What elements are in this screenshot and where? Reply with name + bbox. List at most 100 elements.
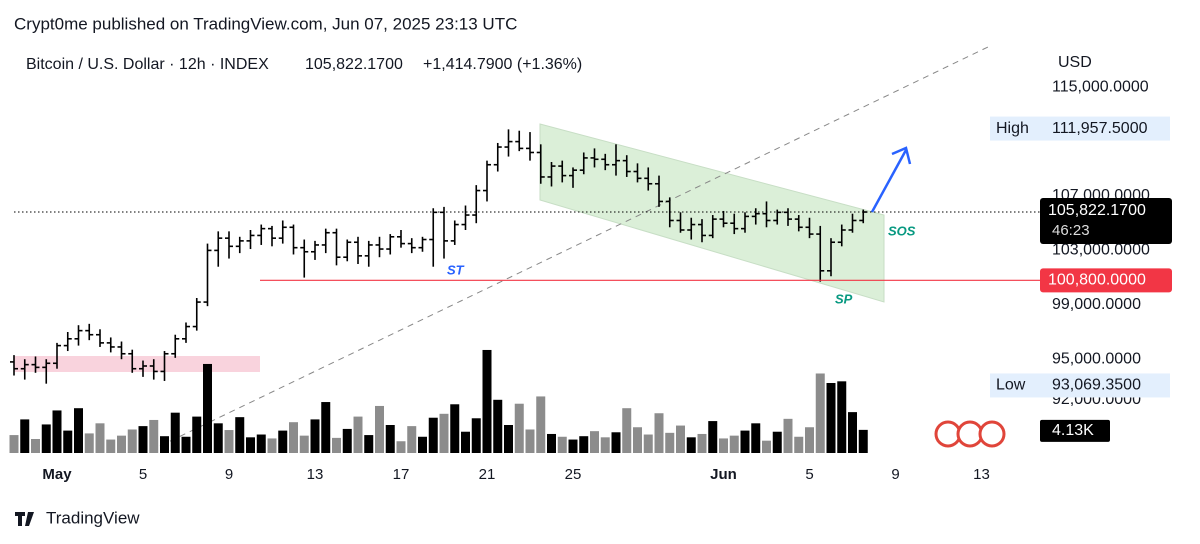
y-tick-label: 99,000.0000 [1052,296,1141,313]
annotation: ST [447,262,465,277]
x-tick-label: 17 [393,466,410,483]
volume-bar [557,436,567,453]
volume-bar [235,417,245,453]
flags [934,420,1006,448]
x-tick-label: 13 [307,466,324,483]
high-box [990,116,1170,141]
volume-bar [794,436,804,453]
x-tick-label: 21 [479,466,496,483]
volume-bar [461,431,470,453]
volume-bar [299,435,309,453]
volume-bar [708,421,718,453]
volume-bar [353,416,363,453]
high-label: 111,957.5000 [1052,120,1148,137]
volume-bar [170,412,180,453]
volume-bar [858,429,868,453]
level-label: 100,800.0000 [1048,272,1146,289]
volume-bar [385,425,395,453]
volume-bar [514,403,524,453]
symbol: Bitcoin / U.S. Dollar · 12h · INDEX [26,56,269,73]
x-tick-label: Jun [710,466,737,483]
volume-bar [181,436,191,453]
volume-bar [364,435,374,453]
volume-bar [31,439,40,453]
logo [15,512,34,526]
x-tick-label: 5 [139,466,147,483]
volume-bar [127,429,137,453]
volume-bar [547,433,556,453]
volume-label: 4.13K [1052,422,1094,439]
byline: Crypt0me published on TradingView.com, J… [14,14,517,33]
volume-bar [590,431,599,453]
channel [539,123,885,303]
volume-bar [418,436,427,453]
volume-bar [686,437,696,453]
volume-bar [213,423,223,453]
volume-bar [224,430,234,453]
volume-bar [740,430,750,453]
header-change: +1,414.7900 (+1.36%) [423,56,582,73]
volume-bar [815,373,825,453]
zone [14,356,260,372]
volume-bar [332,437,341,453]
annotation: SP [835,291,853,306]
volume-bar [493,399,503,453]
volume-bar [267,438,277,453]
volume-bar [278,430,288,453]
high-name: High [996,120,1029,137]
volume-bar [246,437,255,453]
volume-bar [762,440,771,453]
low-box [990,373,1170,398]
volume-bar [826,383,836,453]
volume-bar [310,419,320,453]
volume-bar [729,435,739,453]
volume-bar [342,428,352,453]
price-box [1040,198,1172,245]
volume-bar [471,418,481,453]
y-tick-label: 115,000.0000 [1052,78,1149,95]
volume-bar [697,433,707,453]
y-tick-label: 95,000.0000 [1052,350,1141,367]
x-tick-label: May [42,466,72,483]
volume-bar [203,363,212,453]
volume-bar [525,429,535,453]
volume-bar [149,419,159,453]
volume-bar [375,405,384,453]
level-box [1040,268,1172,293]
volume-bar [719,438,728,453]
header-price: 105,822.1700 [305,56,403,73]
volume-bar [611,432,621,453]
x-tick-label: 5 [805,466,813,483]
volume-bar [568,439,578,453]
x-tick-label: 25 [565,466,582,483]
volume-bar [9,435,19,453]
brand: TradingView [46,508,140,527]
volume-bar [654,413,664,453]
volume-bar [482,349,492,453]
volume-bar [138,426,148,453]
volume-bar [805,427,814,453]
volume-bar [772,431,782,453]
volume-bar [192,416,202,453]
low-label: 93,069.3500 [1052,377,1141,394]
volume-bar [579,436,589,453]
volume-bar [289,422,298,453]
low-name: Low [996,377,1026,394]
volume-bar [52,410,62,453]
volume-bar [160,436,169,453]
volume-box [1040,419,1110,442]
volume-bar [643,434,653,453]
volume-bar [74,408,83,453]
volume-bar [84,433,94,453]
volume-bar [396,441,406,453]
x-tick-label: 9 [891,466,899,483]
volume-bar [439,413,449,453]
annotation: SOS [888,223,916,238]
volume-bar [321,402,331,453]
volume-bar [407,426,417,453]
volume-bar [20,419,30,453]
y-tick-label: 103,000.0000 [1052,242,1150,259]
volume-bar [95,423,105,453]
x-tick-label: 9 [225,466,233,483]
